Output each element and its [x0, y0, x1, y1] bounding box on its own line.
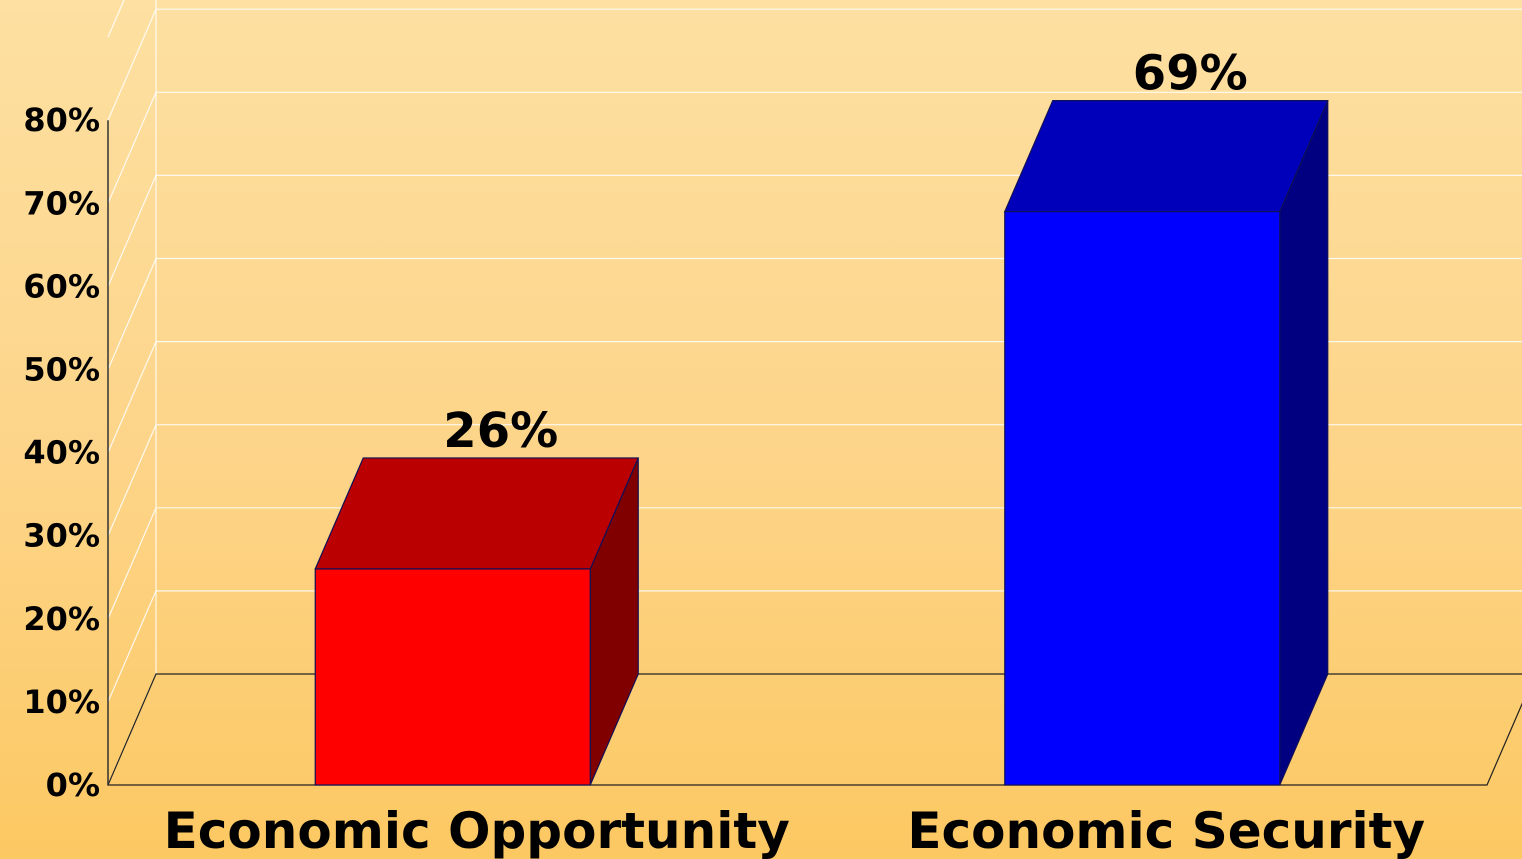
side-wall-gridline: [107, 8, 157, 121]
y-tick-label: 60%: [23, 267, 100, 305]
category-labels: Economic Opportunity Economic Security: [164, 802, 1426, 859]
data-labels: 26% 69%: [443, 46, 1247, 459]
y-tick-label: 30%: [23, 517, 100, 555]
bar-top-face: [1003, 100, 1329, 213]
y-tick-label: 0%: [46, 766, 100, 804]
bars: [314, 100, 1329, 786]
bar: [314, 457, 640, 786]
side-wall-gridline: [107, 590, 157, 703]
y-tick-label: 20%: [23, 600, 100, 638]
side-wall-gridline: [107, 92, 157, 204]
bar-side-face: [1279, 100, 1329, 786]
chart-walls: [107, 0, 157, 786]
side-wall-gridline: [107, 341, 157, 453]
bar-front-face: [1004, 211, 1281, 786]
y-tick-label: 10%: [23, 683, 100, 721]
y-tick-label: 50%: [23, 351, 100, 389]
bar-top-face: [314, 457, 640, 570]
data-label: 69%: [1133, 46, 1248, 102]
y-tick-label: 80%: [23, 101, 100, 139]
side-wall-gridline: [107, 0, 125, 38]
side-wall-gridline: [107, 424, 157, 536]
y-tick-label: 70%: [23, 184, 100, 222]
bar: [1003, 100, 1329, 786]
category-label: Economic Security: [907, 802, 1425, 859]
bar-front-face: [314, 568, 591, 786]
side-wall-gridline: [107, 258, 157, 370]
y-tick-label: 40%: [23, 434, 100, 472]
data-label: 26%: [443, 403, 558, 459]
side-wall-gridline: [107, 175, 157, 287]
category-label: Economic Opportunity: [164, 802, 790, 859]
y-tick-labels: 0% 10% 20% 30% 40% 50% 60% 70% 80%: [23, 101, 100, 804]
side-wall-gridline: [107, 507, 157, 620]
